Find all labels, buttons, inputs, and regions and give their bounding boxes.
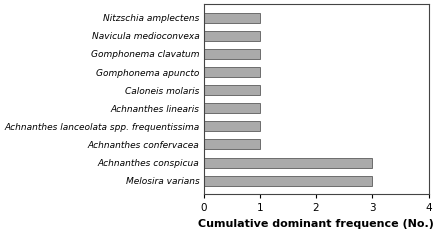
X-axis label: Cumulative dominant frequence (No.): Cumulative dominant frequence (No.) xyxy=(198,219,434,229)
Bar xyxy=(204,13,260,23)
Bar xyxy=(204,158,372,168)
Bar xyxy=(204,176,372,186)
Bar xyxy=(204,85,260,95)
Bar xyxy=(204,121,260,131)
Bar xyxy=(204,31,260,41)
Bar xyxy=(204,67,260,77)
Bar xyxy=(204,49,260,59)
Bar xyxy=(204,140,260,149)
Bar xyxy=(204,103,260,113)
